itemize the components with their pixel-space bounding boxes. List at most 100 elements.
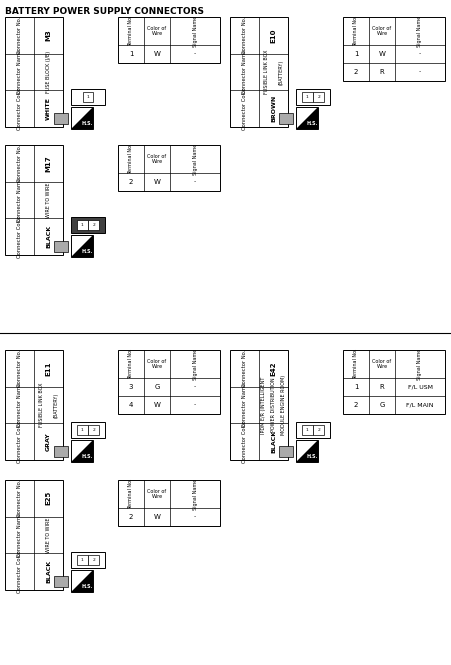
Bar	[71, 217, 105, 233]
Bar	[118, 480, 220, 526]
Bar	[71, 552, 105, 568]
Text: H.S.: H.S.	[81, 454, 92, 459]
Polygon shape	[71, 235, 93, 257]
Text: E11: E11	[46, 361, 51, 376]
Text: 2: 2	[92, 223, 95, 227]
Text: W: W	[378, 51, 386, 57]
Text: Color of
Wire: Color of Wire	[147, 154, 166, 164]
Text: 1: 1	[81, 558, 84, 562]
Bar	[77, 425, 87, 435]
Text: (BATTERY): (BATTERY)	[278, 59, 283, 84]
Text: -: -	[419, 70, 421, 74]
Bar	[71, 107, 93, 129]
Text: 2: 2	[354, 402, 358, 408]
Text: -: -	[194, 384, 196, 390]
Text: Signal Name: Signal Name	[193, 478, 198, 509]
Bar	[77, 555, 87, 565]
Polygon shape	[71, 440, 93, 462]
Text: 4: 4	[129, 402, 133, 408]
Text: Color of
Wire: Color of Wire	[147, 358, 166, 369]
Text: -: -	[194, 51, 196, 57]
Text: 1: 1	[354, 384, 358, 390]
Text: FUSIBLE LINK BOX: FUSIBLE LINK BOX	[39, 383, 44, 427]
Bar	[296, 440, 318, 462]
Bar	[54, 241, 68, 251]
Text: FUSE BLOCK (J/B): FUSE BLOCK (J/B)	[46, 51, 51, 93]
Text: Connector No.: Connector No.	[17, 17, 22, 54]
Bar	[88, 220, 99, 230]
Text: Connector Color: Connector Color	[17, 88, 22, 130]
Bar	[71, 440, 93, 462]
Text: -: -	[194, 180, 196, 184]
Text: 2: 2	[92, 558, 95, 562]
Text: MODULE ENGINE ROOM): MODULE ENGINE ROOM)	[281, 375, 286, 435]
Polygon shape	[296, 107, 318, 129]
Text: F/L USM: F/L USM	[408, 384, 433, 390]
Text: 2: 2	[318, 95, 320, 99]
Bar	[71, 235, 93, 257]
Bar	[343, 350, 445, 414]
Text: Signal Name: Signal Name	[193, 144, 198, 175]
Bar	[279, 112, 293, 124]
Text: E10: E10	[271, 28, 276, 43]
Text: Signal Name: Signal Name	[193, 348, 198, 380]
Text: Signal Name: Signal Name	[418, 15, 423, 47]
Polygon shape	[71, 107, 93, 129]
Text: WIRE TO WIRE: WIRE TO WIRE	[46, 182, 51, 217]
Text: Signal Name: Signal Name	[418, 348, 423, 380]
Text: Connector Color: Connector Color	[242, 420, 247, 463]
Text: (BATTERY): (BATTERY)	[53, 392, 58, 418]
Bar	[83, 92, 93, 102]
Text: POWER DISTRIBUTION: POWER DISTRIBUTION	[271, 378, 276, 432]
Text: FUSIBLE LINK BOX: FUSIBLE LINK BOX	[264, 50, 269, 94]
Bar	[296, 89, 330, 105]
Polygon shape	[71, 107, 93, 129]
Text: R: R	[380, 69, 384, 75]
Text: M17: M17	[46, 155, 51, 172]
Text: 2: 2	[129, 179, 133, 185]
Text: W: W	[153, 179, 161, 185]
Bar	[88, 425, 99, 435]
Text: Connector Color: Connector Color	[17, 420, 22, 463]
Text: 3: 3	[129, 384, 133, 390]
Bar	[71, 89, 105, 105]
Text: 2: 2	[92, 428, 95, 432]
Text: IPDM E/R (INTELLIGENT: IPDM E/R (INTELLIGENT	[261, 376, 266, 434]
Bar	[343, 17, 445, 81]
Bar	[5, 350, 63, 460]
Text: Terminal No.: Terminal No.	[354, 348, 359, 379]
Text: Connector Name: Connector Name	[17, 178, 22, 222]
Bar	[296, 422, 330, 438]
Text: W: W	[153, 402, 161, 408]
Bar	[71, 570, 93, 592]
Bar	[302, 92, 313, 102]
Text: W: W	[153, 51, 161, 57]
Text: E25: E25	[46, 491, 51, 505]
Polygon shape	[71, 570, 93, 592]
Text: BLACK: BLACK	[46, 225, 51, 248]
Text: H.S.: H.S.	[81, 121, 92, 126]
Text: BATTERY POWER SUPPLY CONNECTORS: BATTERY POWER SUPPLY CONNECTORS	[5, 7, 204, 16]
Bar	[230, 17, 288, 127]
Text: 1: 1	[354, 51, 358, 57]
Bar	[5, 145, 63, 255]
Text: 1: 1	[129, 51, 133, 57]
Text: Color of
Wire: Color of Wire	[373, 25, 391, 37]
Bar	[77, 220, 87, 230]
Text: 1: 1	[306, 428, 308, 432]
Text: G: G	[379, 402, 385, 408]
Polygon shape	[296, 107, 318, 129]
Text: WHITE: WHITE	[46, 97, 51, 120]
Polygon shape	[71, 570, 93, 592]
Bar	[313, 425, 324, 435]
Text: Connector Name: Connector Name	[242, 383, 247, 427]
Bar	[279, 446, 293, 456]
Text: G: G	[154, 384, 160, 390]
Text: Connector Color: Connector Color	[17, 551, 22, 593]
Text: Terminal No.: Terminal No.	[129, 479, 133, 509]
Bar	[296, 107, 318, 129]
Text: 2: 2	[129, 514, 133, 520]
Bar	[118, 145, 220, 191]
Text: 1: 1	[81, 223, 84, 227]
Bar	[88, 555, 99, 565]
